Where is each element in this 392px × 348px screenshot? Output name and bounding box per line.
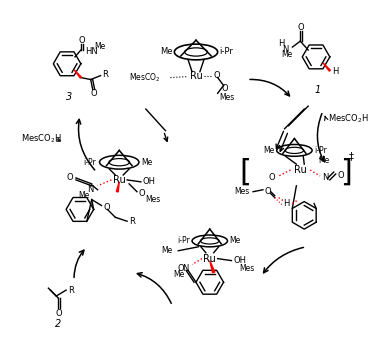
Text: O: O — [338, 172, 344, 181]
Text: Me: Me — [318, 156, 329, 165]
Text: HN: HN — [85, 47, 98, 56]
Text: O: O — [78, 36, 85, 45]
Text: Me: Me — [281, 50, 292, 60]
Text: Ru: Ru — [203, 254, 216, 264]
Text: Ru: Ru — [190, 71, 202, 81]
Text: Me: Me — [160, 47, 172, 56]
FancyArrowPatch shape — [76, 119, 95, 170]
Text: O: O — [265, 187, 272, 196]
Text: Mes: Mes — [239, 264, 254, 273]
Polygon shape — [116, 182, 119, 192]
Text: H: H — [332, 67, 338, 76]
Text: Me: Me — [94, 41, 106, 50]
Text: 3: 3 — [66, 92, 72, 102]
Text: OH: OH — [233, 256, 247, 265]
Text: Mes: Mes — [145, 195, 160, 204]
Text: Me: Me — [141, 158, 152, 167]
Text: N: N — [322, 173, 328, 182]
Text: OH: OH — [143, 177, 156, 187]
Text: R: R — [129, 217, 135, 226]
Text: ]: ] — [339, 158, 352, 187]
Text: O: O — [178, 264, 184, 273]
Polygon shape — [323, 63, 330, 71]
Text: Me: Me — [229, 236, 241, 245]
FancyArrowPatch shape — [137, 273, 171, 303]
Text: N: N — [282, 45, 289, 54]
Polygon shape — [74, 70, 82, 78]
Text: 1: 1 — [315, 85, 321, 95]
Text: O: O — [214, 71, 220, 80]
Text: Ru: Ru — [294, 165, 307, 175]
Text: MesCO$_2$H: MesCO$_2$H — [21, 132, 62, 145]
FancyArrowPatch shape — [74, 250, 84, 277]
Text: i-Pr: i-Pr — [177, 236, 190, 245]
Text: Mes: Mes — [220, 93, 235, 102]
Text: Me: Me — [173, 270, 184, 279]
Text: O: O — [90, 89, 97, 98]
Text: Me: Me — [263, 146, 275, 155]
Text: O: O — [67, 173, 73, 182]
FancyArrowPatch shape — [250, 79, 289, 96]
Text: O: O — [139, 189, 145, 198]
Text: i-Pr: i-Pr — [83, 158, 96, 167]
FancyArrowPatch shape — [318, 113, 324, 161]
Text: i-Pr: i-Pr — [220, 47, 234, 56]
Text: N: N — [87, 185, 94, 194]
Text: R: R — [68, 286, 74, 295]
Text: N: N — [182, 264, 188, 273]
Polygon shape — [210, 261, 215, 273]
Text: O: O — [103, 203, 110, 212]
Text: O: O — [221, 84, 228, 93]
Text: i-Pr: i-Pr — [314, 146, 327, 155]
Text: H: H — [283, 199, 290, 208]
Text: MesCO$_2$H: MesCO$_2$H — [328, 113, 368, 125]
Text: Me: Me — [78, 191, 90, 200]
Text: [: [ — [239, 158, 251, 187]
Text: ‡: ‡ — [349, 151, 354, 161]
Text: H: H — [278, 39, 285, 48]
Text: 2: 2 — [55, 318, 62, 329]
Text: R: R — [103, 70, 109, 79]
Text: Me: Me — [161, 246, 172, 255]
Text: O: O — [268, 173, 275, 182]
FancyArrowPatch shape — [263, 247, 303, 273]
Text: Ru: Ru — [113, 175, 125, 185]
Text: Mes: Mes — [234, 187, 249, 196]
Text: MesCO$_2$: MesCO$_2$ — [129, 71, 161, 84]
Text: O: O — [56, 309, 63, 318]
Text: O: O — [298, 23, 305, 32]
